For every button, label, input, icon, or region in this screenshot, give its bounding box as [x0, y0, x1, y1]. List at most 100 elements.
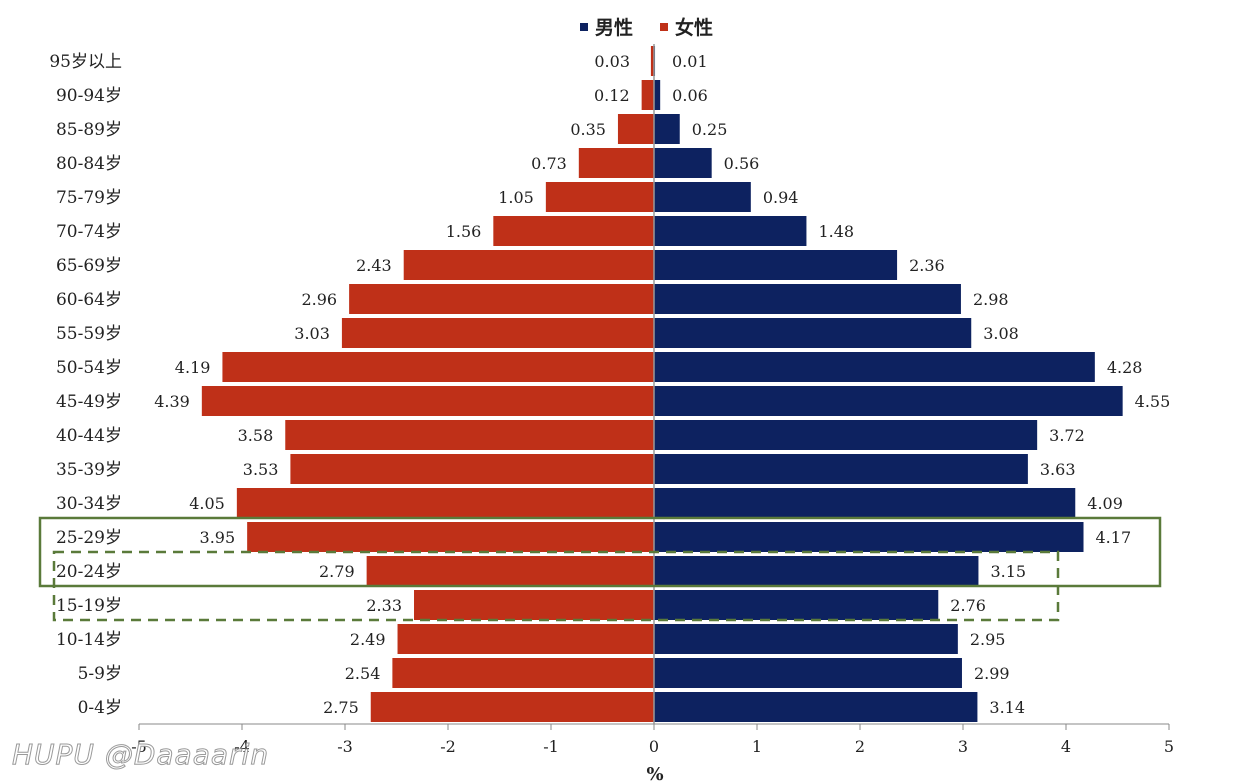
age-group-label-4: 20-24岁 [56, 562, 122, 582]
bar-female-15 [545, 182, 654, 212]
x-tick-label-7: 2 [855, 737, 865, 756]
bar-male-0 [654, 692, 978, 722]
label-male-6: 4.09 [1087, 494, 1123, 513]
age-group-label-15: 75-79岁 [56, 188, 122, 208]
age-group-label-9: 45-49岁 [56, 392, 122, 412]
age-group-label-7: 35-39岁 [56, 460, 122, 480]
label-female-14: 1.56 [446, 222, 482, 241]
x-tick-label-0: -5 [131, 737, 147, 756]
label-female-6: 4.05 [189, 494, 225, 513]
x-tick-label-3: -2 [440, 737, 456, 756]
highlight-boxes [38, 516, 1162, 622]
age-group-label-16: 80-84岁 [56, 154, 122, 174]
value-labels-layer: 3.14 2.99 2.95 2.763.15 4.17 4.09 3.63 3.72 4.55… [154, 52, 1170, 717]
x-tick-label-2: -3 [337, 737, 353, 756]
bar-male-6 [654, 488, 1076, 518]
age-group-label-13: 65-69岁 [56, 256, 122, 276]
label-male-12: 2.98 [973, 290, 1009, 309]
label-male-13: 2.36 [909, 256, 945, 275]
legend-swatch-0 [580, 23, 588, 31]
label-male-9: 4.55 [1135, 392, 1171, 411]
label-male-2: 2.95 [970, 630, 1006, 649]
label-female-11: 3.03 [294, 324, 330, 343]
age-group-label-0: 0-4岁 [78, 698, 122, 718]
bar-female-8 [285, 420, 654, 450]
bar-female-13 [403, 250, 654, 280]
bar-male-10 [654, 352, 1095, 382]
bar-female-19 [650, 46, 654, 76]
label-male-11: 3.08 [983, 324, 1019, 343]
bar-female-1 [392, 658, 654, 688]
label-male-16: 0.56 [724, 154, 760, 173]
x-tick-label-6: 1 [752, 737, 762, 756]
x-tick-label-4: -1 [543, 737, 559, 756]
bar-male-7 [654, 454, 1028, 484]
label-male-19: 0.01 [672, 52, 708, 71]
highlight-box-dashed [52, 550, 1060, 622]
label-male-0: 3.14 [989, 698, 1025, 717]
age-group-label-10: 50-54岁 [56, 358, 122, 378]
label-female-12: 2.96 [301, 290, 337, 309]
label-male-10: 4.28 [1107, 358, 1143, 377]
bar-male-1 [654, 658, 962, 688]
age-group-label-12: 60-64岁 [56, 290, 122, 310]
legend-label-1: 女性 [675, 16, 713, 39]
label-male-5: 4.17 [1096, 528, 1132, 547]
bar-female-9 [201, 386, 654, 416]
age-group-label-17: 85-89岁 [56, 120, 122, 140]
bar-female-0 [370, 692, 654, 722]
age-group-label-14: 70-74岁 [56, 222, 122, 242]
label-female-5: 3.95 [200, 528, 236, 547]
bar-female-11 [341, 318, 654, 348]
age-group-label-8: 40-44岁 [56, 426, 122, 446]
bar-male-9 [654, 386, 1123, 416]
age-group-label-11: 55-59岁 [56, 324, 122, 344]
label-female-15: 1.05 [498, 188, 534, 207]
bar-female-6 [236, 488, 654, 518]
bar-female-16 [578, 148, 654, 178]
label-female-4: 2.79 [319, 562, 355, 581]
age-group-label-1: 5-9岁 [78, 664, 122, 684]
age-group-label-3: 15-19岁 [56, 596, 122, 616]
x-axis: -5 -4 -3 -2 -1 0 1 2 3 4 5 [131, 44, 1174, 756]
bar-female-7 [290, 454, 654, 484]
label-male-15: 0.94 [763, 188, 799, 207]
bar-female-4 [366, 556, 654, 586]
label-male-17: 0.25 [692, 120, 728, 139]
label-male-4: 3.15 [990, 562, 1026, 581]
bar-male-15 [654, 182, 751, 212]
label-female-18: 0.12 [594, 86, 630, 105]
age-group-label-19: 95岁以上 [49, 52, 122, 72]
bar-male-13 [654, 250, 898, 280]
legend-swatch-1 [660, 23, 668, 31]
x-tick-label-1: -4 [234, 737, 250, 756]
label-male-14: 1.48 [818, 222, 854, 241]
highlight-box-solid [38, 516, 1162, 588]
x-axis-label: % [646, 764, 663, 783]
label-male-7: 3.63 [1040, 460, 1076, 479]
label-male-3: 2.76 [950, 596, 986, 615]
label-female-13: 2.43 [356, 256, 392, 275]
x-tick-label-10: 5 [1164, 737, 1174, 756]
label-female-7: 3.53 [243, 460, 279, 479]
bar-female-17 [617, 114, 654, 144]
label-female-1: 2.54 [345, 664, 381, 683]
bar-female-14 [493, 216, 654, 246]
label-female-17: 0.35 [570, 120, 606, 139]
label-female-8: 3.58 [238, 426, 274, 445]
bar-female-2 [397, 624, 654, 654]
label-female-16: 0.73 [531, 154, 567, 173]
bar-female-5 [247, 522, 654, 552]
bar-female-18 [641, 80, 654, 110]
x-tick-label-8: 3 [958, 737, 968, 756]
legend-label-0: 男性 [595, 16, 633, 39]
legend: 男性 女性 [580, 16, 713, 39]
age-group-label-5: 25-29岁 [56, 528, 122, 548]
label-male-8: 3.72 [1049, 426, 1085, 445]
label-female-0: 2.75 [323, 698, 359, 717]
bar-male-14 [654, 216, 807, 246]
bar-male-3 [654, 590, 939, 620]
bar-male-18 [654, 80, 661, 110]
bar-male-5 [654, 522, 1084, 552]
